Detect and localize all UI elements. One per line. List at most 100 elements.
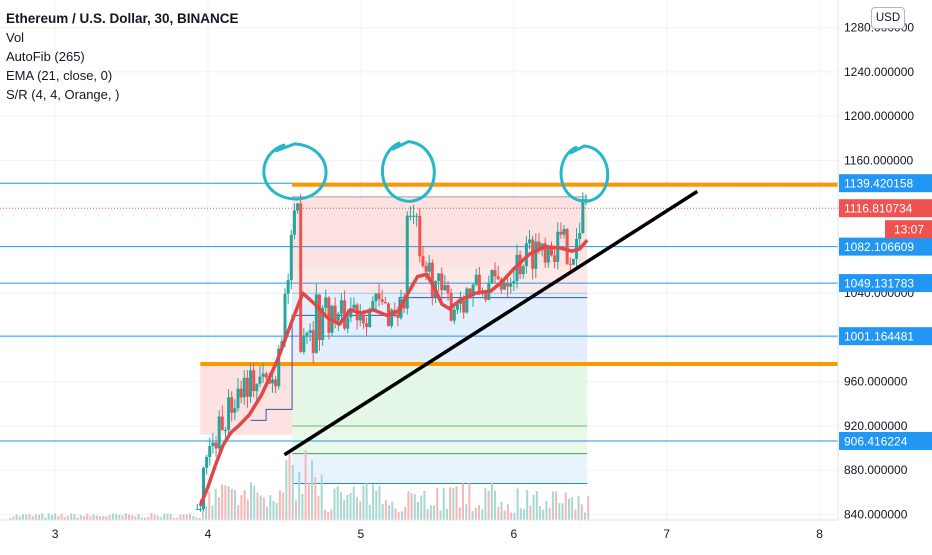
volume-bar: [63, 517, 66, 520]
volume-bar: [243, 489, 246, 520]
volume-bar: [217, 497, 220, 520]
candle-body: [509, 283, 513, 287]
candle-body: [553, 255, 557, 262]
volume-bar: [95, 515, 98, 520]
volume-bar: [304, 450, 307, 520]
volume-bar: [195, 517, 198, 520]
volume-bar: [519, 508, 522, 520]
volume-bar: [413, 494, 416, 520]
candle-body: [258, 376, 262, 384]
volume-bar: [246, 499, 249, 520]
volume-bar: [474, 507, 477, 520]
volume-bar: [449, 487, 452, 520]
x-tick-label: 8: [816, 527, 823, 541]
volume-bar: [513, 512, 516, 520]
volume-bar: [266, 507, 269, 520]
volume-bar: [92, 514, 95, 520]
volume-bar: [378, 485, 381, 520]
candle-body: [223, 429, 227, 431]
candle-body: [368, 309, 372, 327]
volume-bar: [230, 489, 233, 520]
candle-body: [292, 210, 296, 235]
volume-bar: [420, 495, 423, 520]
volume-bar: [256, 492, 259, 520]
time-axis[interactable]: [0, 520, 932, 550]
volume-bar: [298, 471, 301, 520]
candle-body: [242, 377, 246, 398]
volume-bar: [108, 514, 111, 520]
volume-bar: [349, 493, 352, 520]
volume-bar: [490, 483, 493, 520]
volume-bar: [436, 487, 439, 520]
volume-bar: [166, 513, 169, 520]
volume-bar: [359, 501, 362, 520]
volume-bar: [327, 511, 330, 520]
trendline[interactable]: [283, 189, 699, 457]
volume-bar: [580, 504, 583, 520]
volume-bar: [221, 484, 224, 520]
symbol-title[interactable]: Ethereum / U.S. Dollar, 30, BINANCE: [6, 11, 239, 26]
candle-body: [490, 270, 494, 283]
volume-bar: [278, 490, 281, 520]
hline-price-label: 1001.164481: [844, 330, 914, 344]
candle-body: [249, 370, 253, 397]
volume-bar: [262, 497, 265, 520]
candle-body: [421, 256, 425, 267]
volume-bar: [388, 505, 391, 520]
volume-bar: [156, 515, 159, 520]
candle-body: [559, 231, 563, 235]
candle-body: [543, 243, 547, 263]
volume-bar: [497, 506, 500, 520]
channel-line: [250, 297, 588, 421]
x-tick-label: 7: [663, 527, 670, 541]
volume-bar: [79, 515, 82, 520]
volume-bar: [445, 508, 448, 520]
volume-bar: [272, 501, 275, 520]
y-tick-label: 1240.000000: [844, 65, 914, 79]
volume-bar: [458, 507, 461, 520]
candle-body: [352, 304, 356, 309]
volume-bar: [384, 500, 387, 520]
volume-bar: [76, 517, 79, 520]
volume-bar: [285, 459, 288, 520]
volume-bar: [330, 509, 333, 520]
indicator-vol[interactable]: Vol: [6, 30, 25, 45]
autofib-zones: [200, 196, 588, 484]
volume-bar: [526, 489, 529, 520]
x-tick-label: 4: [205, 527, 212, 541]
volume-bar: [137, 514, 140, 520]
volume-bar: [60, 513, 63, 520]
volume-bar: [468, 483, 471, 520]
indicator-sr[interactable]: S/R (4, 4, Orange, ): [6, 87, 120, 102]
volume-bar: [160, 517, 163, 520]
volume-bar: [169, 514, 172, 520]
volume-bar: [25, 514, 28, 520]
candle-body: [217, 416, 221, 449]
candle-body: [396, 314, 400, 318]
currency-button[interactable]: USD: [871, 7, 905, 29]
candle-body: [339, 300, 343, 314]
volume-bar: [368, 504, 371, 520]
volume-bar: [429, 505, 432, 520]
candle-body: [412, 215, 416, 217]
candle-body: [220, 416, 224, 431]
volume-bar: [555, 491, 558, 520]
indicator-autofib[interactable]: AutoFib (265): [6, 49, 85, 64]
volume-bar: [144, 517, 147, 520]
candle-body: [390, 309, 394, 327]
volume-bar: [57, 516, 60, 520]
candle-body: [459, 300, 463, 304]
candle-body: [468, 288, 472, 297]
volume-bar: [253, 485, 256, 520]
volume-bar: [346, 494, 349, 520]
candle-body: [255, 383, 259, 392]
candle-body: [415, 215, 419, 217]
candle-body: [568, 263, 572, 265]
indicator-ema[interactable]: EMA (21, close, 0): [6, 68, 113, 83]
candle-body: [358, 314, 362, 321]
volume-bar: [185, 514, 188, 520]
volume-bar: [311, 460, 314, 520]
candle-body: [506, 283, 510, 287]
